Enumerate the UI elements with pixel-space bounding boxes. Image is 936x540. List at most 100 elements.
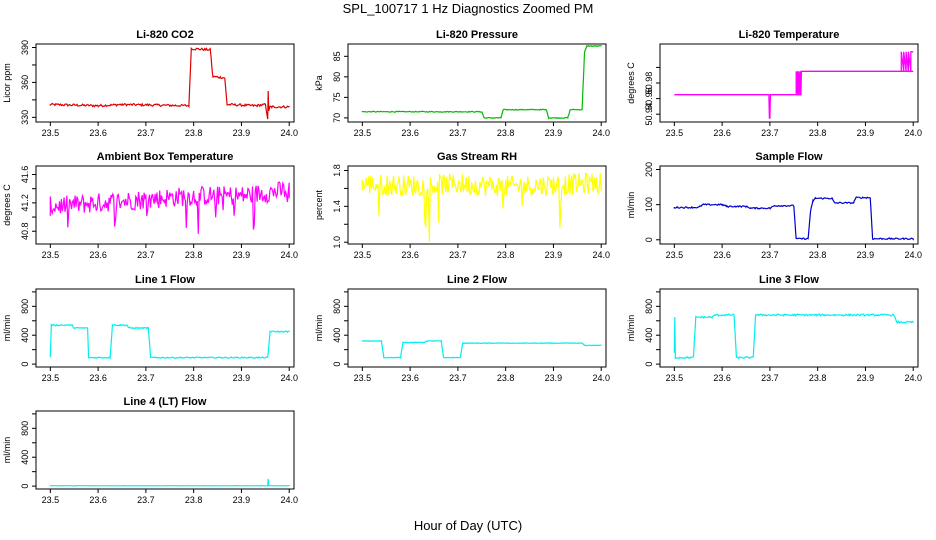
y-axis-label: ml/min — [2, 437, 12, 464]
x-tick-label: 23.8 — [185, 373, 203, 383]
y-tick-label: 360 — [20, 75, 30, 90]
x-tick-label: 23.6 — [89, 373, 107, 383]
y-axis-label: ml/min — [314, 315, 324, 342]
x-tick-label: 23.8 — [497, 373, 515, 383]
x-tick-label: 23.9 — [857, 128, 875, 138]
x-tick-label: 23.9 — [545, 373, 563, 383]
x-tick-label: 23.9 — [233, 250, 251, 260]
chart-panel: Line 2 Flow 23.5 23.6 23.7 23.8 23.9 24.0 0 400 8… — [314, 274, 610, 383]
x-tick-label: 23.5 — [354, 250, 372, 260]
series-line — [673, 313, 914, 360]
x-tick-label: 23.9 — [545, 128, 563, 138]
y-tick-label: 390 — [20, 40, 30, 55]
x-tick-label: 23.7 — [137, 495, 155, 505]
chart-title: Line 2 Flow — [447, 274, 507, 286]
x-tick-label: 23.8 — [497, 128, 515, 138]
plot-frame — [659, 288, 919, 368]
y-tick-label: 0 — [644, 362, 654, 367]
y-tick-label: 330 — [20, 110, 30, 125]
x-tick-label: 23.9 — [233, 128, 251, 138]
plot-frame — [347, 165, 607, 245]
x-tick-label: 23.5 — [666, 128, 684, 138]
plot-frame — [35, 165, 295, 245]
y-tick-label: 40.8 — [20, 222, 30, 240]
plot-frame — [35, 43, 295, 123]
y-tick-label: 100 — [644, 197, 654, 212]
x-tick-label: 24.0 — [904, 373, 922, 383]
x-tick-label: 23.6 — [89, 250, 107, 260]
series-line — [674, 70, 914, 119]
chart-title: Line 3 Flow — [759, 274, 819, 286]
chart-panel: Gas Stream RH 23.5 23.6 23.7 23.8 23.9 24.0 1.0… — [314, 151, 610, 260]
x-tick-label: 23.7 — [761, 128, 779, 138]
x-tick-label: 23.6 — [89, 495, 107, 505]
chart-title: Ambient Box Temperature — [97, 151, 234, 163]
x-tick-label: 23.8 — [185, 495, 203, 505]
x-tick-label: 23.6 — [401, 373, 419, 383]
x-tick-label: 23.7 — [449, 250, 467, 260]
x-tick-label: 23.5 — [42, 250, 60, 260]
x-axis-label: Hour of Day (UTC) — [413, 518, 523, 533]
x-tick-label: 24.0 — [592, 373, 610, 383]
y-tick-label: 0 — [20, 362, 30, 367]
series-line — [673, 196, 914, 241]
x-tick-label: 24.0 — [904, 128, 922, 138]
y-tick-label: 800 — [644, 299, 654, 314]
plot-frame — [659, 43, 919, 123]
x-tick-label: 24.0 — [280, 373, 298, 383]
x-tick-label: 23.5 — [42, 373, 60, 383]
y-tick-label: 85 — [332, 51, 342, 61]
chart-panel: Line 4 (LT) Flow 23.5 23.6 23.7 23.8 23.9 24.0… — [2, 396, 298, 505]
x-tick-label: 23.5 — [354, 373, 372, 383]
x-tick-label: 23.5 — [666, 373, 684, 383]
chart-panel: Li-820 Pressure 23.5 23.6 23.7 23.8 23.9 24.0 7… — [314, 29, 610, 138]
x-tick-label: 23.5 — [666, 250, 684, 260]
y-tick-label: 400 — [20, 450, 30, 465]
y-tick-label: 50.96 — [644, 87, 654, 110]
y-tick-label: 41.2 — [20, 194, 30, 212]
y-tick-label: 0 — [20, 484, 30, 489]
x-tick-label: 23.9 — [233, 495, 251, 505]
x-tick-label: 23.8 — [185, 128, 203, 138]
x-tick-label: 23.6 — [713, 250, 731, 260]
chart-panel: Line 3 Flow 23.5 23.6 23.7 23.8 23.9 24.0 0 400 8… — [626, 274, 922, 383]
y-tick-label: 200 — [644, 162, 654, 177]
chart-title: Gas Stream RH — [437, 151, 517, 163]
series-line — [49, 181, 290, 234]
x-tick-label: 23.9 — [545, 250, 563, 260]
series-line — [49, 47, 290, 120]
plot-frame — [35, 410, 295, 490]
y-tick-label: 400 — [644, 328, 654, 343]
series-line — [49, 323, 290, 360]
chart-panel: Line 1 Flow 23.5 23.6 23.7 23.8 23.9 24.0 0 400 8… — [2, 274, 298, 383]
y-tick-label: 80 — [332, 72, 342, 82]
x-tick-label: 24.0 — [904, 250, 922, 260]
x-tick-label: 23.5 — [42, 128, 60, 138]
x-tick-label: 23.7 — [137, 373, 155, 383]
x-tick-label: 23.6 — [713, 373, 731, 383]
series-line — [795, 71, 802, 95]
x-tick-label: 23.8 — [497, 250, 515, 260]
y-tick-label: 800 — [20, 299, 30, 314]
x-tick-label: 23.9 — [233, 373, 251, 383]
plot-frame — [347, 43, 607, 123]
chart-title: Li-820 CO2 — [136, 29, 193, 41]
x-tick-label: 23.8 — [809, 128, 827, 138]
chart-title: Line 4 (LT) Flow — [124, 396, 207, 408]
x-tick-label: 23.9 — [857, 373, 875, 383]
chart-panel: Sample Flow 23.5 23.6 23.7 23.8 23.9 24.0 0 100 2… — [626, 151, 922, 260]
y-tick-label: 1.0 — [332, 236, 342, 249]
x-tick-label: 24.0 — [592, 250, 610, 260]
y-axis-label: Licor ppm — [2, 63, 12, 103]
series-line — [361, 44, 602, 120]
x-tick-label: 23.6 — [713, 128, 731, 138]
y-axis-label: ml/min — [626, 315, 636, 342]
x-tick-label: 23.9 — [857, 250, 875, 260]
x-tick-label: 24.0 — [280, 495, 298, 505]
y-tick-label: 50.94 — [644, 103, 654, 126]
chart-title: Li-820 Temperature — [739, 29, 840, 41]
y-axis-label: kPa — [314, 75, 324, 91]
x-tick-label: 23.5 — [42, 495, 60, 505]
x-tick-label: 23.7 — [449, 373, 467, 383]
